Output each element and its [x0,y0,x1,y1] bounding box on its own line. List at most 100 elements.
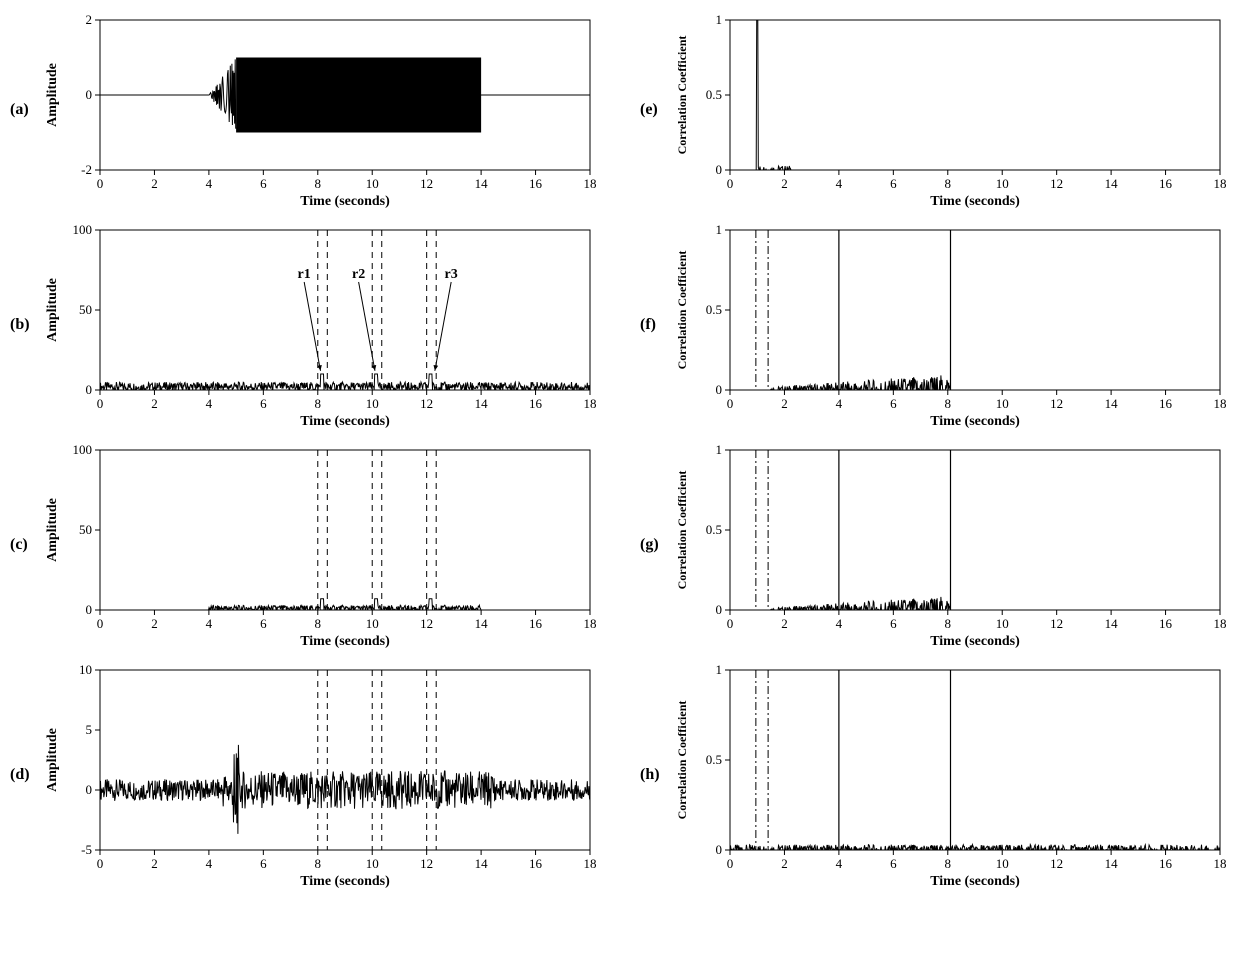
xtick-label: 2 [781,856,788,871]
xtick-label: 14 [475,856,489,871]
ytick-label: 100 [73,222,93,237]
xtick-label: 2 [151,396,158,411]
ytick-label: -5 [81,842,92,857]
xtick-label: 18 [584,396,597,411]
xtick-label: 10 [366,856,379,871]
annotation-label: r1 [298,267,311,282]
panel-e: (e)02468101214161800.51Time (seconds)Cor… [640,10,1230,210]
xlabel: Time (seconds) [300,634,390,649]
panel-label: (c) [10,536,40,554]
ytick-label: 0 [716,382,723,397]
xtick-label: 18 [1214,856,1227,871]
ytick-label: 0 [716,162,723,177]
data-trace [730,20,1220,170]
xtick-label: 8 [945,856,952,871]
xtick-label: 12 [420,856,433,871]
panel-label: (a) [10,101,40,119]
xtick-label: 2 [151,176,158,191]
xtick-label: 14 [1105,396,1119,411]
xtick-label: 0 [97,616,104,631]
xtick-label: 8 [945,396,952,411]
data-trace [100,374,590,390]
xtick-label: 6 [890,176,897,191]
xtick-label: 2 [781,616,788,631]
xtick-label: 10 [366,176,379,191]
xtick-label: 18 [1214,616,1227,631]
xtick-label: 14 [475,176,489,191]
ytick-label: 50 [79,302,92,317]
xtick-label: 12 [1050,176,1063,191]
xtick-label: 10 [996,856,1009,871]
plot-g: 02468101214161800.51Time (seconds)Correl… [670,440,1230,650]
xtick-label: 12 [1050,856,1063,871]
panel-h: (h)02468101214161800.51Time (seconds)Cor… [640,660,1230,890]
ylabel: Amplitude [45,728,60,792]
xtick-label: 10 [996,616,1009,631]
arrowhead-icon [434,365,439,371]
xtick-label: 10 [366,616,379,631]
ytick-label: 50 [79,522,92,537]
ytick-label: 0 [716,842,723,857]
ylabel: Amplitude [45,278,60,342]
panel-c: (c)024681012141618050100Time (seconds)Am… [10,440,600,650]
xtick-label: 0 [97,176,104,191]
xtick-label: 16 [529,176,543,191]
xtick-label: 14 [1105,176,1119,191]
xtick-label: 6 [890,396,897,411]
xtick-label: 2 [151,616,158,631]
panel-a: (a)024681012141618-202Time (seconds)Ampl… [10,10,600,210]
xlabel: Time (seconds) [930,634,1020,649]
xtick-label: 8 [315,176,322,191]
data-trace [100,745,590,834]
ytick-label: 0 [86,382,93,397]
xtick-label: 6 [260,176,267,191]
ytick-label: 1 [716,442,723,457]
ytick-label: -2 [81,162,92,177]
xtick-label: 8 [945,616,952,631]
ytick-label: 0.5 [706,302,722,317]
xtick-label: 14 [1105,856,1119,871]
xtick-label: 0 [97,856,104,871]
ytick-label: 0 [86,782,93,797]
panel-label: (h) [640,766,670,784]
xtick-label: 8 [315,616,322,631]
xtick-label: 12 [420,396,433,411]
ylabel: Amplitude [45,498,60,562]
xlabel: Time (seconds) [930,874,1020,889]
ytick-label: 100 [73,442,93,457]
xtick-label: 2 [781,396,788,411]
xtick-label: 4 [206,856,213,871]
xtick-label: 16 [529,856,543,871]
plot-d: 024681012141618-50510Time (seconds)Ampli… [40,660,600,890]
ytick-label: 0.5 [706,752,722,767]
xlabel: Time (seconds) [300,874,390,889]
ytick-label: 5 [86,722,93,737]
xtick-label: 18 [1214,176,1227,191]
plot-h: 02468101214161800.51Time (seconds)Correl… [670,660,1230,890]
ytick-label: 1 [716,662,723,677]
xtick-label: 14 [475,616,489,631]
annotation-arrow [359,282,375,371]
xtick-label: 4 [836,176,843,191]
xtick-label: 4 [836,856,843,871]
ytick-label: 0 [86,87,93,102]
panel-label: (g) [640,536,670,554]
xtick-label: 4 [206,616,213,631]
xtick-label: 4 [206,176,213,191]
plot-a: 024681012141618-202Time (seconds)Amplitu… [40,10,600,210]
plot-b: 024681012141618050100Time (seconds)Ampli… [40,220,600,430]
xtick-label: 16 [1159,616,1173,631]
ytick-label: 10 [79,662,92,677]
xtick-label: 12 [1050,616,1063,631]
panel-label: (e) [640,101,670,119]
xlabel: Time (seconds) [930,414,1020,429]
xtick-label: 12 [1050,396,1063,411]
ylabel: Correlation Coefficient [675,471,689,590]
ytick-label: 0 [716,602,723,617]
xtick-label: 10 [366,396,379,411]
xtick-label: 6 [260,396,267,411]
ytick-label: 0.5 [706,522,722,537]
plot-c: 024681012141618050100Time (seconds)Ampli… [40,440,600,650]
xtick-label: 2 [151,856,158,871]
xtick-label: 14 [1105,616,1119,631]
